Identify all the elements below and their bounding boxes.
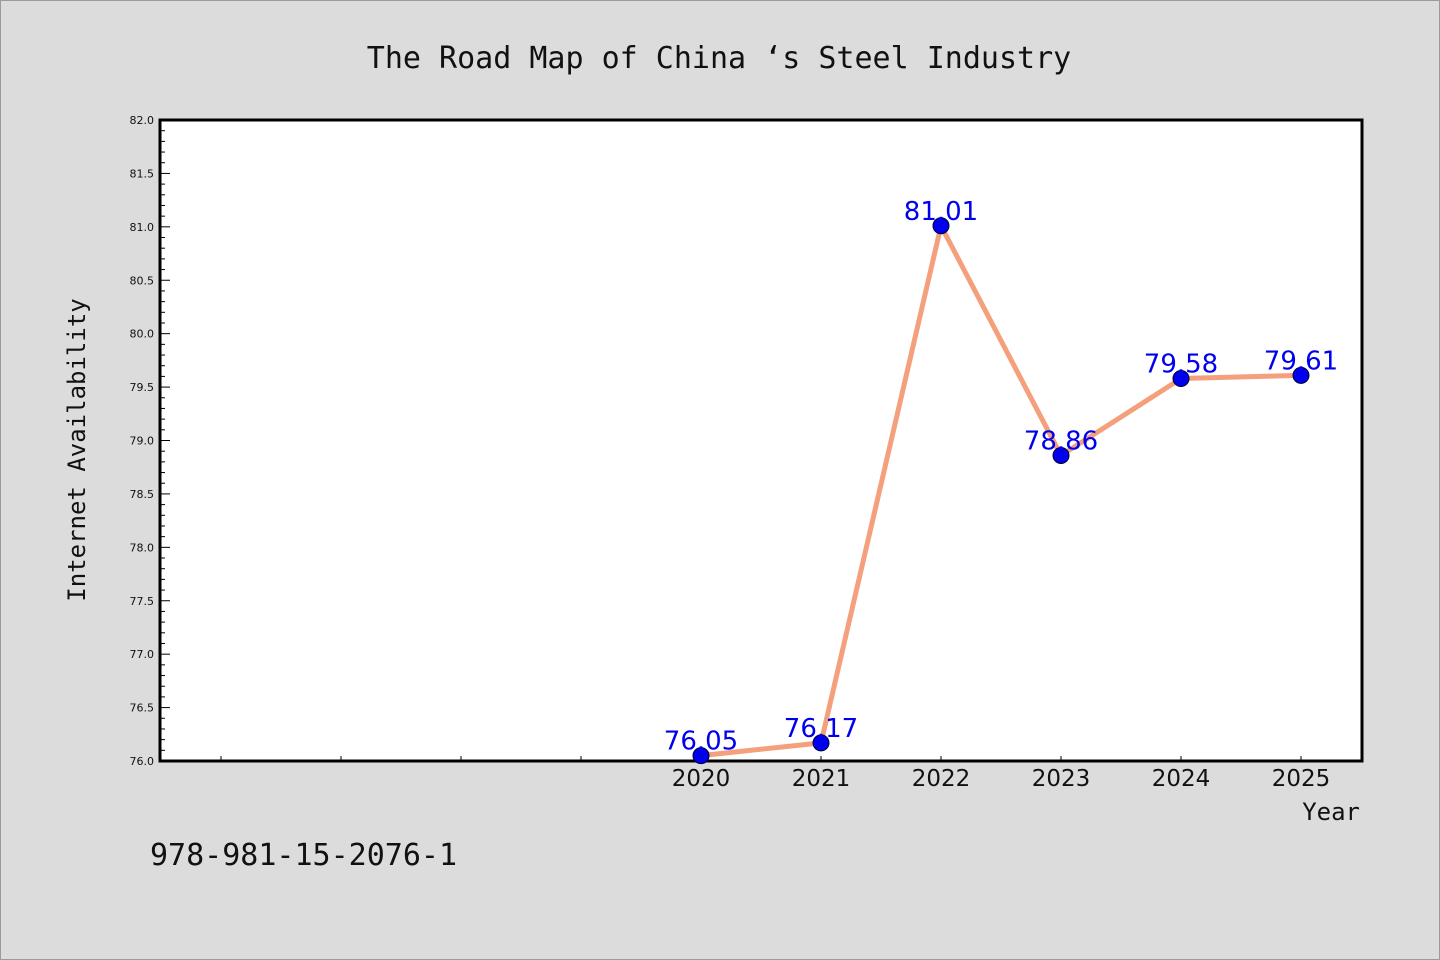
y-axis-label: Internet Availability [63, 298, 91, 601]
data-label: 76.05 [664, 727, 738, 757]
data-markers [692, 217, 1310, 765]
x-tick-label: 2021 [792, 766, 851, 792]
x-tick-label: 2024 [1152, 766, 1211, 792]
y-minor-ticks [160, 119, 170, 762]
data-point-marker [932, 217, 950, 235]
y-tick-label: 81.0 [130, 221, 155, 234]
data-label: 81.01 [904, 197, 978, 227]
chart-title: The Road Map of China ‘s Steel Industry [367, 41, 1071, 76]
x-tick-label: 2023 [1032, 766, 1091, 792]
data-point-marker [812, 734, 830, 752]
series-line [698, 223, 1304, 759]
plot-area [158, 118, 1364, 763]
data-point-marker [1052, 446, 1070, 464]
data-point-marker [1292, 366, 1310, 384]
y-tick-label: 78.0 [130, 541, 155, 554]
y-tick-label: 76.5 [130, 702, 155, 715]
y-tick-label: 79.0 [130, 435, 155, 448]
x-tick-label: 2022 [912, 766, 971, 792]
y-tick-label: 80.0 [130, 328, 155, 341]
y-tick-label: 77.5 [130, 595, 155, 608]
y-tick-label: 76.0 [130, 755, 155, 768]
data-label: 76.17 [784, 714, 858, 744]
data-label: 79.58 [1144, 350, 1218, 380]
x-axis-tick-labels: 2020 2021 2022 2023 2024 2025 [672, 766, 1331, 792]
data-point-marker [1172, 370, 1190, 388]
y-tick-label: 79.5 [130, 381, 155, 394]
y-tick-label: 80.5 [130, 274, 155, 287]
isbn-footnote: 978-981-15-2076-1 [150, 838, 457, 873]
x-tick-label: 2020 [672, 766, 731, 792]
y-tick-label: 82.0 [130, 114, 155, 127]
y-tick-label: 78.5 [130, 488, 155, 501]
x-tick-label: 2025 [1272, 766, 1331, 792]
y-tick-label: 77.0 [130, 648, 155, 661]
data-label: 79.61 [1264, 346, 1338, 376]
data-labels: 76.05 76.17 81.01 78.86 79.58 79.61 [664, 197, 1338, 757]
data-label: 78.86 [1024, 426, 1098, 456]
y-tick-label: 81.5 [130, 167, 155, 180]
data-point-marker [692, 747, 710, 765]
y-axis-tick-labels: 76.0 76.5 77.0 77.5 78.0 78.5 79.0 79.5 80.0 80.5… [130, 114, 155, 768]
x-axis-label: Year [1302, 798, 1360, 826]
